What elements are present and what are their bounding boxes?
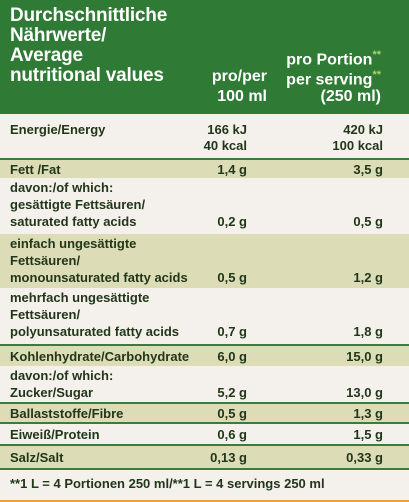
energy-kj-serving: 420 kJ bbox=[343, 122, 383, 137]
sugar-serving: 13,0 g bbox=[346, 385, 383, 400]
col-serving-line3: (250 ml) bbox=[320, 88, 381, 105]
poly-label-1: mehrfach ungesättigte bbox=[10, 290, 150, 305]
fat-serving: 3,5 g bbox=[353, 162, 383, 177]
title-line-1: Durchschnittliche bbox=[10, 5, 168, 26]
mono-per100: 0,5 g bbox=[217, 270, 247, 285]
salt-label: Salz/Salt bbox=[10, 450, 64, 465]
saturated-label-3: saturated fatty acids bbox=[10, 214, 137, 229]
row-polyunsaturated: mehrfach ungesättigte Fettsäuren/ polyun… bbox=[0, 288, 409, 344]
row-fat: Fett /Fat 1,4 g 3,5 g bbox=[0, 158, 409, 178]
row-sugar: davon:/of which: Zucker/Sugar 5,2 g 13,0… bbox=[0, 366, 409, 402]
sugar-per100: 5,2 g bbox=[217, 385, 247, 400]
mono-label-1: einfach ungesättigte bbox=[10, 236, 137, 251]
protein-label: Eiweiß/Protein bbox=[10, 427, 100, 442]
poly-label-2: Fettsäuren/ bbox=[10, 307, 81, 322]
fibre-serving: 1,3 g bbox=[353, 406, 383, 421]
salt-serving: 0,33 g bbox=[346, 450, 383, 465]
saturated-label-1: davon:/of which: bbox=[10, 180, 114, 195]
footnote-text: **1 L = 4 Portionen 250 ml/**1 L = 4 ser… bbox=[10, 476, 325, 491]
col-serving-line1: pro Portion** bbox=[286, 49, 381, 69]
row-fibre: Ballaststoffe/Fibre 0,5 g 1,3 g bbox=[0, 402, 409, 422]
fibre-label: Ballaststoffe/Fibre bbox=[10, 406, 124, 421]
fat-per100: 1,4 g bbox=[217, 162, 247, 177]
salt-per100: 0,13 g bbox=[210, 450, 247, 465]
saturated-label-2: gesättigte Fettsäuren/ bbox=[10, 197, 146, 212]
poly-serving: 1,8 g bbox=[353, 324, 383, 339]
title-line-2: Nährwerte/ bbox=[10, 25, 107, 46]
row-saturated: davon:/of which: gesättigte Fettsäuren/ … bbox=[0, 178, 409, 234]
energy-kj-per100: 166 kJ bbox=[207, 122, 247, 137]
col-per100-line2: 100 ml bbox=[217, 88, 267, 105]
col-per100-line1: pro/per bbox=[211, 68, 267, 85]
row-protein: Eiweiß/Protein 0,6 g 1,5 g bbox=[0, 422, 409, 444]
sugar-label-2: Zucker/Sugar bbox=[10, 385, 94, 400]
mono-label-3: monounsaturated fatty acids bbox=[10, 270, 188, 285]
protein-serving: 1,5 g bbox=[353, 427, 383, 442]
col-serving-line2: per serving** bbox=[286, 69, 381, 89]
row-monounsaturated: einfach ungesättigte Fettsäuren/ monouns… bbox=[0, 234, 409, 288]
carbs-per100: 6,0 g bbox=[217, 349, 247, 364]
fibre-per100: 0,5 g bbox=[217, 406, 247, 421]
row-salt: Salz/Salt 0,13 g 0,33 g bbox=[0, 444, 409, 468]
poly-per100: 0,7 g bbox=[217, 324, 247, 339]
carbs-serving: 15,0 g bbox=[346, 349, 383, 364]
fat-label: Fett /Fat bbox=[10, 162, 61, 177]
energy-kcal-serving: 100 kcal bbox=[332, 138, 383, 153]
mono-label-2: Fettsäuren/ bbox=[10, 253, 81, 268]
row-carbohydrate: Kohlenhydrate/Carbohydrate 6,0 g 15,0 g bbox=[0, 344, 409, 366]
energy-label: Energie/Energy bbox=[10, 122, 106, 137]
nutrition-header: Durchschnittliche Nährwerte/ Average nut… bbox=[0, 0, 409, 114]
title-line-3: Average bbox=[10, 45, 83, 66]
saturated-serving: 0,5 g bbox=[353, 214, 383, 229]
poly-label-3: polyunsaturated fatty acids bbox=[10, 324, 180, 339]
saturated-per100: 0,2 g bbox=[217, 214, 247, 229]
row-energy: Energie/Energy 166 kJ 40 kcal 420 kJ 100… bbox=[0, 118, 409, 156]
energy-kcal-per100: 40 kcal bbox=[203, 138, 247, 153]
title-line-4: nutritional values bbox=[10, 65, 164, 86]
protein-per100: 0,6 g bbox=[217, 427, 247, 442]
sugar-label-1: davon:/of which: bbox=[10, 368, 114, 383]
footnote: **1 L = 4 Portionen 250 ml/**1 L = 4 ser… bbox=[0, 468, 409, 502]
mono-serving: 1,2 g bbox=[353, 270, 383, 285]
carbs-label: Kohlenhydrate/Carbohydrate bbox=[10, 349, 190, 364]
